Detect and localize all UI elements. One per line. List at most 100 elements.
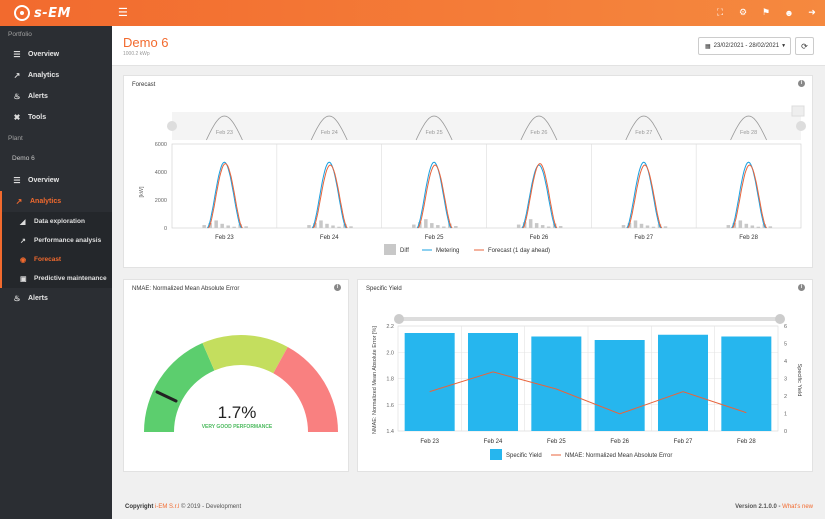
diff-bar [226, 225, 230, 228]
page-title: Demo 6 [123, 35, 169, 50]
sidebar-item-portfolio-overview[interactable]: ☰ Overview [0, 44, 112, 65]
navigator-curve [415, 115, 453, 141]
forecast-chart[interactable]: Feb 23 Feb 24 Feb 25 Feb 26 Feb 27 Feb 28 0 200… [124, 76, 814, 269]
x-tick-label: Feb 25 [425, 235, 444, 241]
sidebar-item-label: Overview [28, 177, 60, 184]
sidebar-item-plant-overview[interactable]: ☰ Overview [0, 170, 112, 191]
range-slider-handle-left [394, 314, 404, 324]
user-icon[interactable]: ☻ [784, 7, 794, 18]
eye-icon: ◉ [20, 256, 27, 264]
sidebar-item-data-exploration[interactable]: ◢ Data exploration [2, 212, 112, 231]
specific-yield-chart[interactable]: 1.4 1.6 1.8 2.0 2.2 0 1 2 3 4 5 6 NMAE: Normalized M… [358, 280, 814, 473]
info-icon[interactable]: i [798, 284, 805, 291]
diff-bar [639, 223, 644, 228]
x-tick-label: Feb 28 [739, 235, 758, 241]
diff-bar [232, 226, 236, 228]
x-tick-label: Feb 26 [530, 235, 549, 241]
diff-bar [202, 225, 206, 228]
forecast-line [732, 164, 768, 229]
y-axis-unit: [kW] [139, 186, 145, 197]
logout-icon[interactable]: ➜ [808, 7, 816, 17]
sidebar-item-label: Overview [28, 51, 60, 58]
diff-bar [214, 220, 218, 228]
refresh-button[interactable]: ⟳ [795, 37, 814, 55]
fullscreen-icon[interactable]: ⛶ [716, 7, 724, 17]
sidebar-item-label: Analytics [30, 198, 62, 205]
sidebar-item-portfolio-analytics[interactable]: ↗ Analytics [0, 65, 112, 86]
sidebar-item-label: Data exploration [34, 218, 85, 225]
date-range-picker[interactable]: ▦ 23/02/2021 - 28/02/2021 ▼ [698, 37, 791, 55]
diff-bar [424, 219, 428, 228]
y-right-tick-label: 6 [784, 324, 787, 330]
logo-mark [14, 5, 30, 21]
logo[interactable]: s-EM [14, 5, 71, 21]
navigator-date-label: Feb 24 [321, 130, 338, 136]
diff-bar [337, 226, 341, 228]
sidebar-item-portfolio-alerts[interactable]: ♨ Alerts [0, 86, 112, 107]
diff-bar [651, 226, 656, 228]
flag-icon[interactable]: ⚑ [761, 7, 771, 17]
footer: Copyright i-EM S.r.l © 2019 - Developmen… [112, 496, 825, 519]
diff-bar [645, 225, 650, 228]
menu-toggle-icon[interactable]: ☰ [118, 7, 128, 19]
truck-icon: ▣ [20, 275, 27, 283]
diff-bar [546, 226, 551, 228]
navigator-curve [730, 115, 767, 141]
y-left-tick-label: 2.2 [386, 324, 394, 330]
sidebar-item-forecast[interactable]: ◉ Forecast [2, 250, 112, 269]
y-left-tick-label: 1.8 [386, 377, 394, 383]
diff-bar [244, 226, 248, 228]
info-icon[interactable]: i [798, 80, 805, 87]
sidebar-item-performance-analysis[interactable]: ↗ Performance analysis [2, 231, 112, 250]
calendar-icon: ▦ [705, 43, 711, 50]
yield-bar [594, 340, 645, 431]
info-icon[interactable]: i [334, 284, 341, 291]
page-subtitle: 1000.2 kWp [123, 51, 150, 57]
x-tick-label: Feb 24 [320, 235, 339, 241]
diff-bar [534, 223, 539, 228]
sidebar-item-predictive-maintenance[interactable]: ▣ Predictive maintenance [2, 269, 112, 288]
sidebar-item-portfolio-tools[interactable]: ✖ Tools [0, 107, 112, 128]
company-link[interactable]: i-EM S.r.l [155, 504, 180, 510]
navigator-date-label: Feb 28 [740, 130, 757, 136]
area-chart-icon: ◢ [20, 218, 26, 226]
forecast-line [312, 164, 348, 229]
sidebar-item-label: Predictive maintenance [34, 275, 107, 282]
settings-icon[interactable]: ⚙ [738, 7, 748, 17]
sidebar-item-plant-alerts[interactable]: ♨ Alerts [0, 288, 112, 309]
y-right-tick-label: 3 [784, 377, 787, 383]
navigator-reset-button [791, 105, 805, 117]
top-icons: ⛶ ⚙ ⚑ ☻ ➜ [715, 7, 817, 18]
yield-bar [404, 333, 455, 431]
sidebar-plant-name[interactable]: Demo 6 [12, 155, 35, 162]
diff-bar [528, 219, 533, 228]
version-text: Version 2.1.0.0 - [735, 504, 781, 510]
navigator-background [172, 112, 801, 140]
page-header: Demo 6 1000.2 kWp ▦ 23/02/2021 - 28/02/2… [112, 26, 825, 66]
metering-line [731, 161, 767, 229]
y-right-tick-label: 0 [784, 429, 787, 435]
diff-bar [319, 220, 323, 228]
diff-bar [726, 225, 731, 228]
whats-new-link[interactable]: What's new [782, 504, 813, 510]
diff-bar [633, 220, 638, 228]
diff-bar [738, 220, 743, 228]
legend-forecast-label: Forecast (1 day ahead) [488, 248, 550, 254]
metering-line [521, 164, 557, 229]
nmae-line [429, 371, 747, 415]
navigator-handle-right [796, 121, 806, 131]
range-slider-track [399, 317, 780, 321]
sidebar-item-plant-analytics[interactable]: ↗ Analytics [2, 191, 112, 212]
diff-bar [663, 226, 668, 228]
diff-bar [325, 223, 329, 228]
copyright-text: © 2019 - Development [181, 504, 242, 510]
x-tick-label: Feb 28 [737, 439, 756, 445]
y-tick-label: 0 [164, 226, 167, 232]
logo-text: s-EM [34, 5, 71, 21]
forecast-panel-title: Forecast [132, 82, 156, 88]
yield-bar [658, 334, 708, 431]
yield-bar [531, 336, 582, 431]
nmae-gauge [144, 335, 338, 432]
forecast-line [627, 164, 663, 229]
metering-line [416, 161, 452, 229]
